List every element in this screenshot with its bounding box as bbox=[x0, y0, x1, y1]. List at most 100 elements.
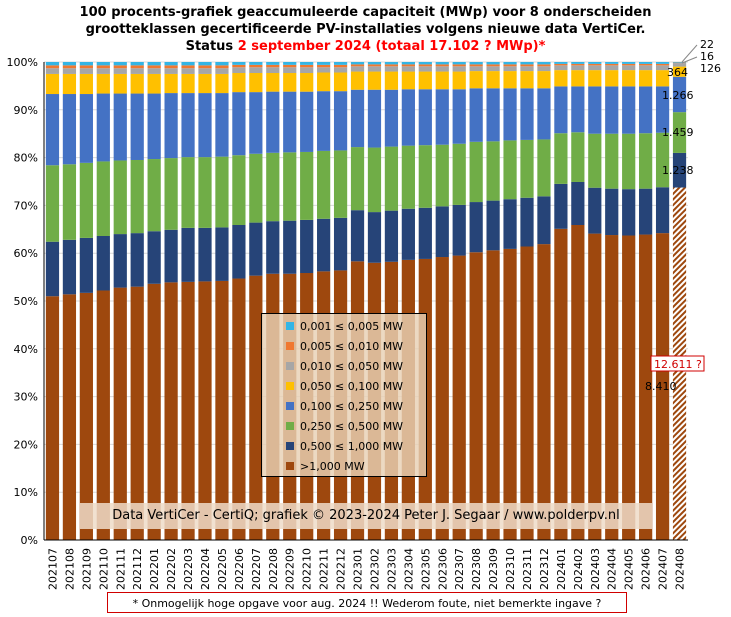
bar-segment bbox=[639, 62, 653, 64]
bar-segment bbox=[554, 86, 568, 134]
bar-segment bbox=[62, 65, 77, 69]
bar-segment bbox=[469, 141, 483, 203]
y-tick-label: 70% bbox=[14, 199, 38, 212]
bar-segment bbox=[588, 187, 602, 234]
bar-segment bbox=[62, 73, 77, 95]
bar-segment bbox=[672, 76, 687, 113]
bar-segment bbox=[486, 200, 500, 251]
bar-segment bbox=[147, 159, 161, 232]
bar-segment bbox=[520, 64, 534, 67]
bar-segment bbox=[655, 233, 670, 540]
chart-title: 100 procents-grafiek geaccumuleerde capa… bbox=[0, 4, 731, 55]
x-tick-label: 202205 bbox=[216, 548, 229, 590]
bar-segment bbox=[605, 65, 619, 71]
bar-segment bbox=[113, 234, 127, 288]
bar-segment bbox=[249, 62, 263, 65]
bar-segment bbox=[367, 71, 382, 90]
y-tick-label: 90% bbox=[14, 104, 38, 117]
bar-segment bbox=[164, 93, 178, 159]
bar-segment bbox=[283, 152, 297, 221]
bar-segment bbox=[333, 91, 348, 151]
x-tick-label: 202108 bbox=[63, 548, 76, 590]
bar-segment bbox=[317, 218, 331, 272]
x-tick-label: 202402 bbox=[572, 548, 585, 590]
x-tick-label: 202112 bbox=[131, 548, 144, 590]
bar-segment bbox=[503, 248, 517, 540]
leader-line bbox=[681, 56, 698, 64]
x-tick-label: 202310 bbox=[504, 548, 517, 590]
title-line-3: Status 2 september 2024 (totaal 17.102 ?… bbox=[0, 38, 731, 55]
x-tick-label: 202204 bbox=[199, 548, 212, 590]
bar-segment bbox=[384, 210, 399, 262]
bar-segment bbox=[300, 73, 314, 92]
bar-segment bbox=[503, 62, 517, 65]
bar-segment bbox=[350, 147, 365, 211]
bar-segment bbox=[164, 65, 178, 69]
bar-segment bbox=[300, 91, 314, 152]
bar-segment bbox=[232, 67, 246, 73]
bar-segment bbox=[418, 62, 432, 65]
bar-segment bbox=[537, 62, 551, 65]
bar-segment bbox=[96, 235, 110, 291]
bar-segment bbox=[537, 71, 551, 89]
x-tick-label: 202308 bbox=[470, 548, 483, 590]
x-tick-label: 202203 bbox=[182, 548, 195, 590]
legend-item: >1,000 MW bbox=[262, 456, 426, 476]
bar-segment bbox=[571, 63, 585, 66]
bar-segment bbox=[452, 62, 466, 65]
bar-segment bbox=[435, 206, 449, 258]
bar-segment bbox=[605, 86, 619, 134]
bar-segment bbox=[384, 66, 399, 72]
x-tick-label: 202303 bbox=[385, 548, 398, 590]
bar-segment bbox=[655, 63, 670, 66]
bar-segment bbox=[588, 70, 602, 87]
bar-segment bbox=[300, 64, 314, 68]
bar-segment bbox=[113, 62, 127, 66]
legend-label: 0,100 ≤ 0,250 MW bbox=[300, 399, 404, 413]
bar-segment bbox=[96, 73, 110, 94]
legend-label: 0,005 ≤ 0,010 MW bbox=[300, 339, 404, 353]
bar-segment bbox=[469, 88, 483, 142]
bar-segment bbox=[181, 227, 195, 282]
bar-segment bbox=[401, 208, 415, 260]
bar-segment bbox=[198, 65, 212, 69]
bar-segment bbox=[232, 92, 246, 156]
bar-segment bbox=[198, 73, 212, 94]
bar-segment bbox=[317, 91, 331, 151]
bar-segment bbox=[655, 187, 670, 234]
watermark-credit: Data VertiCer - CertiQ; grafiek © 2023-2… bbox=[80, 503, 652, 529]
x-tick-label: 202107 bbox=[46, 548, 59, 590]
legend-swatch bbox=[286, 382, 294, 390]
bar-segment bbox=[401, 89, 415, 146]
bar-segment bbox=[164, 68, 178, 74]
bar-segment bbox=[367, 89, 382, 148]
x-tick-label: 202306 bbox=[436, 548, 449, 590]
bar-segment bbox=[537, 66, 551, 72]
bar-segment bbox=[232, 224, 246, 279]
bar-segment bbox=[554, 183, 568, 229]
bar-segment bbox=[79, 65, 93, 69]
bar-segment bbox=[113, 73, 127, 94]
bar-segment bbox=[622, 86, 636, 134]
bar-segment bbox=[622, 70, 636, 87]
bar-segment bbox=[486, 64, 500, 67]
bar-segment bbox=[266, 72, 280, 92]
bar-segment bbox=[435, 64, 449, 67]
bar-segment bbox=[605, 63, 619, 66]
bar-segment bbox=[672, 63, 687, 67]
bar-segment bbox=[655, 70, 670, 87]
x-tick-label: 202305 bbox=[419, 548, 432, 590]
legend-swatch bbox=[286, 342, 294, 350]
bar-segment bbox=[486, 62, 500, 65]
legend-item: 0,500 ≤ 1,000 MW bbox=[262, 436, 426, 456]
bar-segment bbox=[655, 62, 670, 64]
bar-segment bbox=[147, 93, 161, 160]
legend-label: 0,050 ≤ 0,100 MW bbox=[300, 379, 404, 393]
bar-segment bbox=[164, 158, 178, 230]
bar-segment bbox=[215, 68, 229, 74]
bar-segment bbox=[215, 93, 229, 157]
bar-segment bbox=[452, 71, 466, 90]
bar-segment bbox=[588, 133, 602, 188]
bar-segment bbox=[198, 62, 212, 66]
bar-segment bbox=[181, 65, 195, 69]
